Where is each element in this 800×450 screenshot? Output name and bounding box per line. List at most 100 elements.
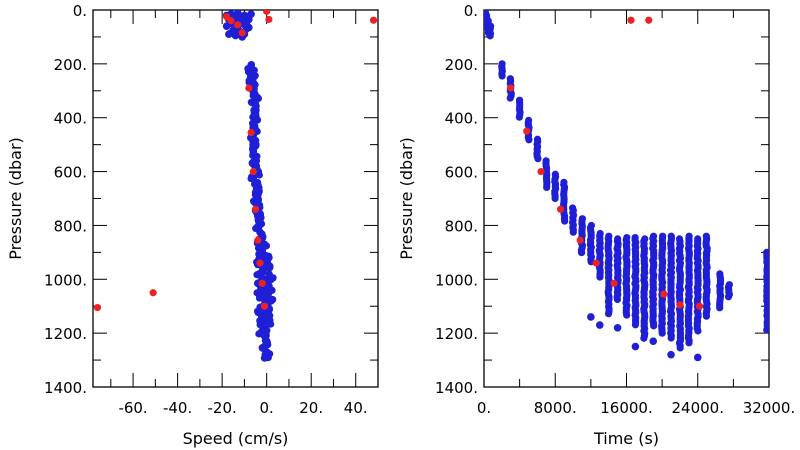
time-x-tick-label: 0. <box>477 399 491 417</box>
speed-blue-point <box>240 11 249 20</box>
time-blue-point <box>534 155 542 163</box>
speed-red-point <box>227 17 235 25</box>
speed-x-axis-title: Speed (cm/s) <box>183 429 289 448</box>
speed-x-tick-label: 0. <box>260 399 274 417</box>
time-blue-point <box>613 323 622 332</box>
time-blue-point <box>551 194 559 203</box>
time-red-point <box>507 84 515 92</box>
time-blue-point <box>685 339 693 347</box>
time-red-point <box>627 16 635 24</box>
time-blue-point <box>506 94 514 102</box>
speed-blue-point <box>266 312 274 320</box>
speed-plot-frame <box>92 9 379 388</box>
speed-blue-point <box>249 91 257 100</box>
time-blue-point <box>640 334 648 342</box>
speed-blue-point <box>250 66 258 74</box>
speed-red-point <box>234 21 242 29</box>
time-blue-point <box>613 295 622 304</box>
time-y-tick-label: 1200. <box>435 325 478 343</box>
speed-blue-point <box>251 72 259 80</box>
speed-x-tick-label: 40. <box>344 399 368 417</box>
speed-blue-point <box>261 242 270 250</box>
time-y-tick-label: 400. <box>445 110 478 128</box>
speed-blue-point <box>258 327 266 335</box>
time-red-point <box>645 16 653 24</box>
speed-panel: 0. 200. 400. 600. 800. 1000. 1200. 1400. -60. -40… <box>6 2 379 448</box>
speed-blue-point <box>247 174 255 183</box>
time-y-tick-label: 1400. <box>435 379 478 397</box>
speed-y-tick-label: 0. <box>73 2 87 20</box>
speed-blue-point <box>262 251 270 260</box>
time-red-point <box>537 167 545 176</box>
time-blue-point <box>486 32 494 40</box>
time-x-tick-label: 32000. <box>743 399 796 417</box>
time-blue-point <box>658 329 666 337</box>
time-blue-point <box>676 344 684 352</box>
time-red-point <box>523 127 531 135</box>
speed-blue-point <box>264 341 272 349</box>
speed-blue-point <box>251 198 259 207</box>
speed-x-tick-label: -40. <box>163 399 192 417</box>
speed-blue-point <box>222 22 231 30</box>
time-y-tick-label: 200. <box>445 56 478 74</box>
time-blue-point <box>587 313 595 321</box>
time-red-point <box>695 302 704 310</box>
speed-red-point <box>260 302 269 310</box>
speed-points <box>93 10 378 362</box>
speed-red-point <box>251 205 260 213</box>
time-blue-point <box>702 312 711 320</box>
speed-red-point <box>256 259 264 267</box>
time-panel: 0. 200. 400. 600. 800. 1000. 1200. 1400. 0. 8000.… <box>397 2 795 448</box>
speed-y-tick-label: 400. <box>54 110 87 128</box>
speed-red-point <box>93 303 102 312</box>
time-red-point <box>576 236 584 244</box>
time-blue-point <box>631 321 640 329</box>
time-blue-point <box>667 334 675 342</box>
time-blue-point <box>649 337 658 346</box>
speed-y-tick-label: 1400. <box>44 379 87 397</box>
speed-blue-point <box>269 274 277 282</box>
time-blue-point <box>498 72 506 80</box>
speed-blue-point <box>263 320 271 329</box>
speed-y-tick-label: 600. <box>54 164 87 182</box>
time-y-tick-label: 0. <box>464 2 478 20</box>
speed-x-tick-label: -60. <box>118 399 147 417</box>
speed-blue-point <box>258 344 266 352</box>
speed-y-tick-label: 200. <box>54 56 87 74</box>
time-blue-point <box>596 273 604 281</box>
time-blue-point <box>604 310 613 318</box>
speed-red-point <box>245 84 253 92</box>
time-blue-point <box>693 353 702 362</box>
speed-blue-point <box>265 297 273 305</box>
speed-red-point <box>238 29 246 37</box>
time-blue-point <box>569 228 577 236</box>
time-blue-point <box>631 342 640 351</box>
speed-y-tick-label: 1000. <box>44 271 87 289</box>
time-blue-point <box>694 327 702 335</box>
time-x-tick-label: 8000. <box>534 399 577 417</box>
speed-y-axis-title: Pressure (dbar) <box>6 137 25 260</box>
time-blue-point <box>763 326 769 334</box>
time-blue-point <box>543 183 551 192</box>
speed-blue-point <box>233 10 242 17</box>
speed-blue-point <box>242 18 251 26</box>
time-blue-point <box>577 249 586 257</box>
speed-red-point <box>265 15 273 24</box>
speed-x-tick-label: 20. <box>299 399 323 417</box>
speed-blue-point <box>260 354 268 362</box>
time-blue-point <box>525 136 533 144</box>
speed-red-point <box>263 10 271 15</box>
time-blue-point <box>623 311 631 319</box>
time-y-tick-label: 800. <box>445 217 478 235</box>
time-blue-point <box>716 304 724 312</box>
time-red-point <box>660 290 668 298</box>
time-x-tick-label: 16000. <box>600 399 653 417</box>
speed-red-point <box>254 236 262 244</box>
time-blue-point <box>595 321 604 329</box>
speed-red-point <box>247 128 255 137</box>
time-red-point <box>676 301 684 309</box>
time-red-point <box>556 205 565 213</box>
time-red-point <box>610 279 618 287</box>
time-x-axis-title: Time (s) <box>593 429 659 448</box>
